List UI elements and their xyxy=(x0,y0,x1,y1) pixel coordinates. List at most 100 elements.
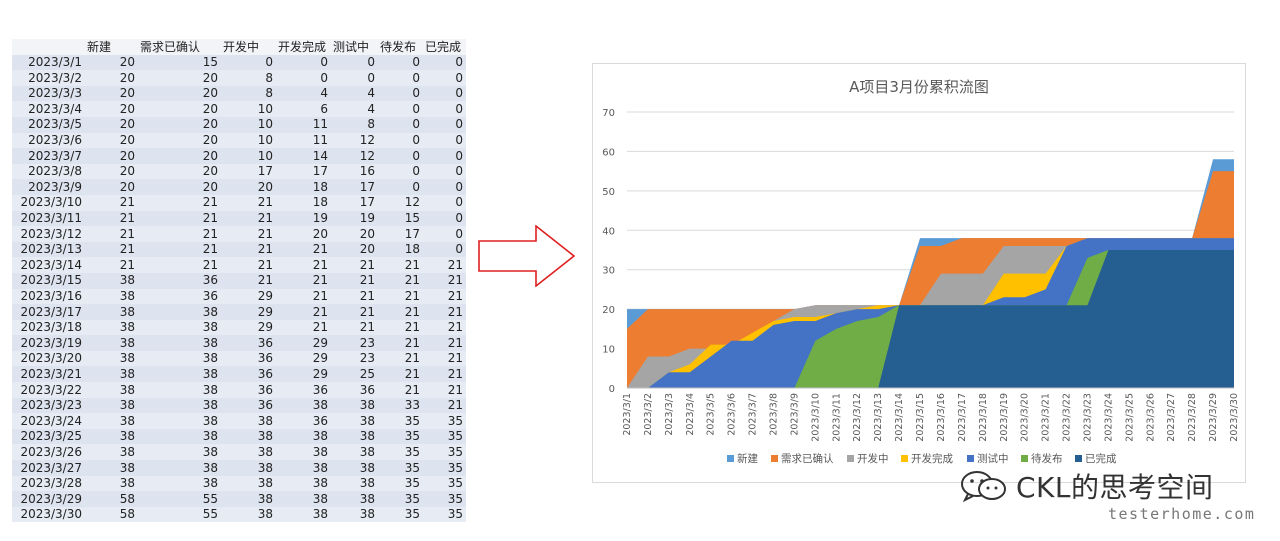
value-cell: 38 xyxy=(119,429,135,444)
value-cell: 35 xyxy=(447,460,463,475)
value-cell: 21 xyxy=(312,257,328,272)
x-tick-label: 2023/3/27 xyxy=(1166,393,1177,442)
value-cell: 15 xyxy=(202,55,218,70)
value-cell: 21 xyxy=(447,351,463,366)
brand-text: CKL的思考空间 xyxy=(1016,471,1214,504)
date-cell: 2023/3/20 xyxy=(20,351,82,366)
date-cell: 2023/3/13 xyxy=(20,242,82,257)
value-cell: 0 xyxy=(320,70,328,85)
value-cell: 20 xyxy=(202,86,218,101)
value-cell: 21 xyxy=(202,211,218,226)
value-cell: 35 xyxy=(447,413,463,428)
value-cell: 38 xyxy=(359,429,375,444)
value-cell: 20 xyxy=(119,101,135,116)
value-cell: 10 xyxy=(257,133,273,148)
table-row: 2023/3/2 20 20 8 0 0 0 0 xyxy=(12,70,466,86)
y-tick-label: 40 xyxy=(602,226,615,237)
value-cell: 35 xyxy=(447,444,463,459)
value-cell: 20 xyxy=(202,101,218,116)
value-cell: 35 xyxy=(404,444,420,459)
table-row: 2023/3/3 20 20 8 4 4 0 0 xyxy=(12,85,466,102)
value-cell: 29 xyxy=(312,335,328,350)
value-cell: 17 xyxy=(312,164,328,179)
date-cell: 2023/3/7 xyxy=(28,148,82,163)
value-cell: 20 xyxy=(312,226,328,241)
value-cell: 38 xyxy=(202,335,218,350)
date-cell: 2023/3/22 xyxy=(20,382,82,397)
value-cell: 21 xyxy=(119,195,135,210)
date-cell: 2023/3/4 xyxy=(28,101,82,116)
value-cell: 20 xyxy=(202,148,218,163)
legend-swatch xyxy=(727,455,734,462)
value-cell: 36 xyxy=(312,382,328,397)
value-cell: 10 xyxy=(257,117,273,132)
date-cell: 2023/3/6 xyxy=(28,133,82,148)
x-tick-label: 2023/3/6 xyxy=(727,393,738,436)
legend-label: 已完成 xyxy=(1085,452,1117,465)
table-header-row: 新建 需求已确认 开发中 开发完成 测试中 待发布 已完成 xyxy=(12,39,466,55)
value-cell: 21 xyxy=(447,304,463,319)
value-cell: 38 xyxy=(257,460,273,475)
table-row: 2023/3/5 20 20 10 11 8 0 0 xyxy=(12,116,466,133)
legend-label: 开发中 xyxy=(857,452,889,465)
value-cell: 21 xyxy=(119,257,135,272)
value-cell: 21 xyxy=(404,289,420,303)
value-cell: 38 xyxy=(257,507,273,522)
value-cell: 21 xyxy=(257,273,273,288)
value-cell: 17 xyxy=(359,179,375,194)
x-tick-label: 2023/3/25 xyxy=(1124,393,1135,442)
column-header: 待发布 xyxy=(380,39,417,54)
date-cell: 2023/3/15 xyxy=(20,273,82,288)
value-cell: 21 xyxy=(202,226,218,241)
value-cell: 38 xyxy=(119,273,135,288)
x-tick-label: 2023/3/12 xyxy=(852,393,863,442)
chart-title: A项目3月份累积流图 xyxy=(849,78,989,96)
value-cell: 35 xyxy=(447,476,463,491)
table-row: 2023/3/8 20 20 17 17 16 0 0 xyxy=(12,163,466,180)
value-cell: 0 xyxy=(412,179,420,194)
value-cell: 21 xyxy=(359,304,375,319)
value-cell: 29 xyxy=(257,320,273,335)
value-cell: 21 xyxy=(312,320,328,335)
value-cell: 0 xyxy=(455,117,463,132)
table-row: 2023/3/6 20 20 10 11 12 0 0 xyxy=(12,132,466,149)
table-row: 2023/3/16 38 36 29 21 21 21 21 xyxy=(12,288,466,305)
value-cell: 19 xyxy=(312,211,328,226)
value-cell: 15 xyxy=(404,211,420,226)
value-cell: 38 xyxy=(119,382,135,397)
x-tick-label: 2023/3/20 xyxy=(1020,393,1031,442)
value-cell: 21 xyxy=(312,242,328,257)
value-cell: 21 xyxy=(119,226,135,241)
date-cell: 2023/3/14 xyxy=(20,257,82,272)
value-cell: 38 xyxy=(202,429,218,444)
value-cell: 0 xyxy=(455,195,463,210)
value-cell: 38 xyxy=(312,398,328,413)
date-cell: 2023/3/21 xyxy=(20,366,82,381)
date-cell: 2023/3/19 xyxy=(20,335,82,350)
value-cell: 0 xyxy=(367,55,375,70)
value-cell: 4 xyxy=(320,86,328,101)
date-cell: 2023/3/23 xyxy=(20,398,82,413)
value-cell: 38 xyxy=(202,366,218,381)
value-cell: 20 xyxy=(202,133,218,148)
value-cell: 36 xyxy=(257,351,273,366)
value-cell: 21 xyxy=(202,242,218,257)
date-cell: 2023/3/27 xyxy=(20,460,82,475)
x-tick-label: 2023/3/24 xyxy=(1103,393,1114,442)
value-cell: 33 xyxy=(404,398,420,413)
value-cell: 20 xyxy=(202,117,218,132)
value-cell: 21 xyxy=(447,320,463,335)
table-row: 2023/3/17 38 38 29 21 21 21 21 xyxy=(12,304,466,320)
value-cell: 0 xyxy=(455,70,463,85)
x-tick-label: 2023/3/5 xyxy=(706,393,717,436)
legend-swatch xyxy=(771,455,778,462)
date-cell: 2023/3/18 xyxy=(20,320,82,335)
x-tick-label: 2023/3/2 xyxy=(643,393,654,436)
value-cell: 21 xyxy=(257,242,273,257)
value-cell: 21 xyxy=(404,382,420,397)
value-cell: 0 xyxy=(455,211,463,226)
date-cell: 2023/3/3 xyxy=(28,86,82,101)
y-tick-label: 0 xyxy=(609,384,615,395)
value-cell: 38 xyxy=(312,444,328,459)
table-row: 2023/3/26 38 38 38 38 38 35 35 xyxy=(12,444,466,461)
